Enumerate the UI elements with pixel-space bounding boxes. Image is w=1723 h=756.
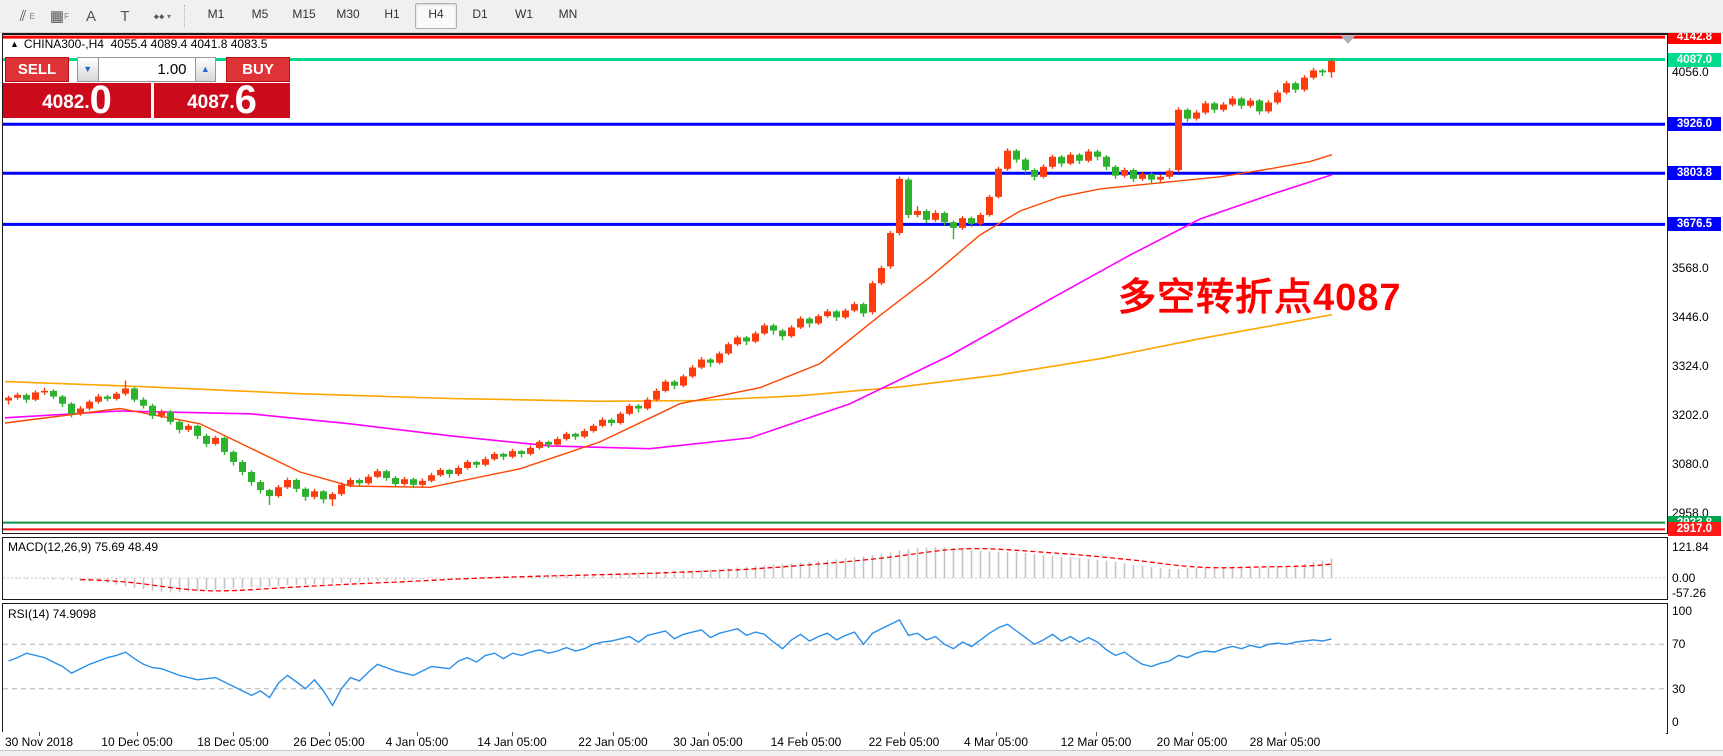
- price-tick-4056.0: 4056.0: [1672, 65, 1709, 79]
- volume-input[interactable]: [98, 57, 195, 82]
- date-label: 22 Feb 05:00: [868, 735, 940, 749]
- price-badge-2917.0: 2917.0: [1668, 522, 1721, 537]
- timeframe-button-m1[interactable]: M1: [207, 7, 225, 21]
- rsi-axis-100: 100: [1672, 604, 1693, 618]
- chart-title-text: CHINA300-,H4 4055.4 4089.4 4041.8 4083.5: [23, 37, 268, 51]
- price-badge-3926.0: 3926.0: [1668, 117, 1721, 132]
- date-tick: [137, 732, 138, 736]
- date-tick: [806, 732, 807, 736]
- price-tick-3080.0: 3080.0: [1672, 456, 1709, 471]
- price-badge-4087.0: 4087.0: [1668, 52, 1721, 67]
- price-badge-3803.8: 3803.8: [1668, 166, 1721, 181]
- date-tick: [1285, 732, 1286, 736]
- timeframe-button-m30[interactable]: M30: [336, 7, 360, 21]
- date-tick: [1192, 732, 1193, 736]
- buy-price-pips: 6: [234, 78, 257, 122]
- macd-axis-121.84: 121.84: [1672, 539, 1709, 554]
- date-label: 28 Mar 05:00: [1249, 735, 1321, 749]
- date-tick: [512, 732, 513, 736]
- date-tick: [708, 732, 709, 736]
- date-label: 4 Mar 05:00: [963, 735, 1029, 749]
- price-tick-3202.0: 3202.0: [1672, 407, 1709, 422]
- date-label: 4 Jan 05:00: [385, 735, 449, 749]
- date-tick: [39, 732, 40, 736]
- buy-price-main: 4087: [187, 92, 230, 113]
- price-tick-3324.0: 3324.0: [1672, 358, 1709, 373]
- date-label: 30 Jan 05:00: [673, 735, 743, 749]
- rsi-axis-0: 0: [1672, 715, 1679, 729]
- rsi-panel[interactable]: [2, 603, 1668, 734]
- sell-price-main: 4082: [42, 92, 85, 113]
- date-label: 10 Dec 05:00: [101, 735, 173, 749]
- date-label: 20 Mar 05:00: [1156, 735, 1228, 749]
- text-label-icon[interactable]: A: [85, 8, 96, 25]
- sell-price-display[interactable]: 4082 . 0: [3, 78, 151, 122]
- timeframe-button-h4[interactable]: H4: [415, 3, 457, 29]
- text-box-icon[interactable]: T: [120, 8, 130, 25]
- buy-price-display[interactable]: 4087 . 6: [154, 78, 290, 122]
- timeframe-button-m5[interactable]: M5: [251, 7, 269, 21]
- date-label: 18 Dec 05:00: [197, 735, 269, 749]
- alert-arrow-icon: [1341, 36, 1355, 44]
- date-label: 26 Dec 05:00: [293, 735, 365, 749]
- price-tick-3568.0: 3568.0: [1672, 260, 1709, 275]
- date-tick: [904, 732, 905, 736]
- date-label: 14 Jan 05:00: [477, 735, 547, 749]
- window-bottom-strip: [0, 750, 1723, 756]
- macd-panel[interactable]: [2, 537, 1668, 600]
- date-tick: [996, 732, 997, 736]
- pattern-equidistant-icon[interactable]: ⫽ E: [19, 8, 35, 25]
- timeframe-button-mn[interactable]: MN: [558, 7, 578, 21]
- shapes-icon[interactable]: ⬩⬩ ▾: [153, 8, 171, 25]
- date-tick: [417, 732, 418, 736]
- toolbar-icon-group: ⫽ E ▦ F A T ⬩⬩ ▾: [6, 3, 176, 29]
- date-tick: [1096, 732, 1097, 736]
- rsi-label: RSI(14) 74.9098: [8, 607, 97, 621]
- date-label: 14 Feb 05:00: [770, 735, 842, 749]
- price-badge-3676.5: 3676.5: [1668, 217, 1721, 232]
- timeframe-button-w1[interactable]: W1: [515, 7, 533, 21]
- date-tick: [613, 732, 614, 736]
- sell-button[interactable]: SELL: [5, 57, 69, 82]
- chart-collapse-icon[interactable]: ▲: [10, 39, 19, 49]
- timeframe-button-m15[interactable]: M15: [292, 7, 316, 21]
- time-axis: [2, 732, 1666, 750]
- macd-axis-0.00: 0.00: [1672, 571, 1696, 585]
- rsi-axis-30: 30: [1672, 681, 1686, 696]
- chart-title: ▲ CHINA300-,H4 4055.4 4089.4 4041.8 4083.…: [10, 37, 267, 51]
- timeframe-button-d1[interactable]: D1: [472, 7, 488, 21]
- macd-axis--57.26: -57.26: [1672, 585, 1707, 600]
- date-label: 30 Nov 2018: [4, 735, 74, 749]
- macd-label: MACD(12,26,9) 75.69 48.49: [8, 540, 159, 554]
- rsi-axis-70: 70: [1672, 637, 1686, 652]
- price-tick-3446.0: 3446.0: [1672, 309, 1709, 324]
- date-tick: [233, 732, 234, 736]
- sell-price-pips: 0: [89, 78, 112, 122]
- date-label: 22 Jan 05:00: [578, 735, 648, 749]
- buy-button[interactable]: BUY: [226, 57, 290, 82]
- toolbar: ⫽ E ▦ F A T ⬩⬩ ▾ M1 M5 M15 M30 H1 H4 D1 W1 MN: [0, 0, 1723, 33]
- volume-decrease-button[interactable]: ▼: [76, 57, 99, 82]
- date-label: 12 Mar 05:00: [1060, 735, 1132, 749]
- chart-annotation-text: 多空转折点4087: [1118, 277, 1402, 319]
- timeframe-button-group: M1 M5 M15 M30 H1 H4 D1 W1 MN: [194, 3, 590, 29]
- toolbar-separator: [184, 5, 186, 27]
- price-badge-4142.8: 4142.8: [1668, 30, 1721, 45]
- date-tick: [329, 732, 330, 736]
- volume-increase-button[interactable]: ▲: [194, 57, 217, 82]
- timeframe-button-h1[interactable]: H1: [384, 7, 400, 21]
- one-click-trade-widget: SELL ▼ ▲ BUY 4082 . 0 4087 . 6: [3, 57, 290, 122]
- fibonacci-grid-icon[interactable]: ▦ F: [49, 8, 69, 25]
